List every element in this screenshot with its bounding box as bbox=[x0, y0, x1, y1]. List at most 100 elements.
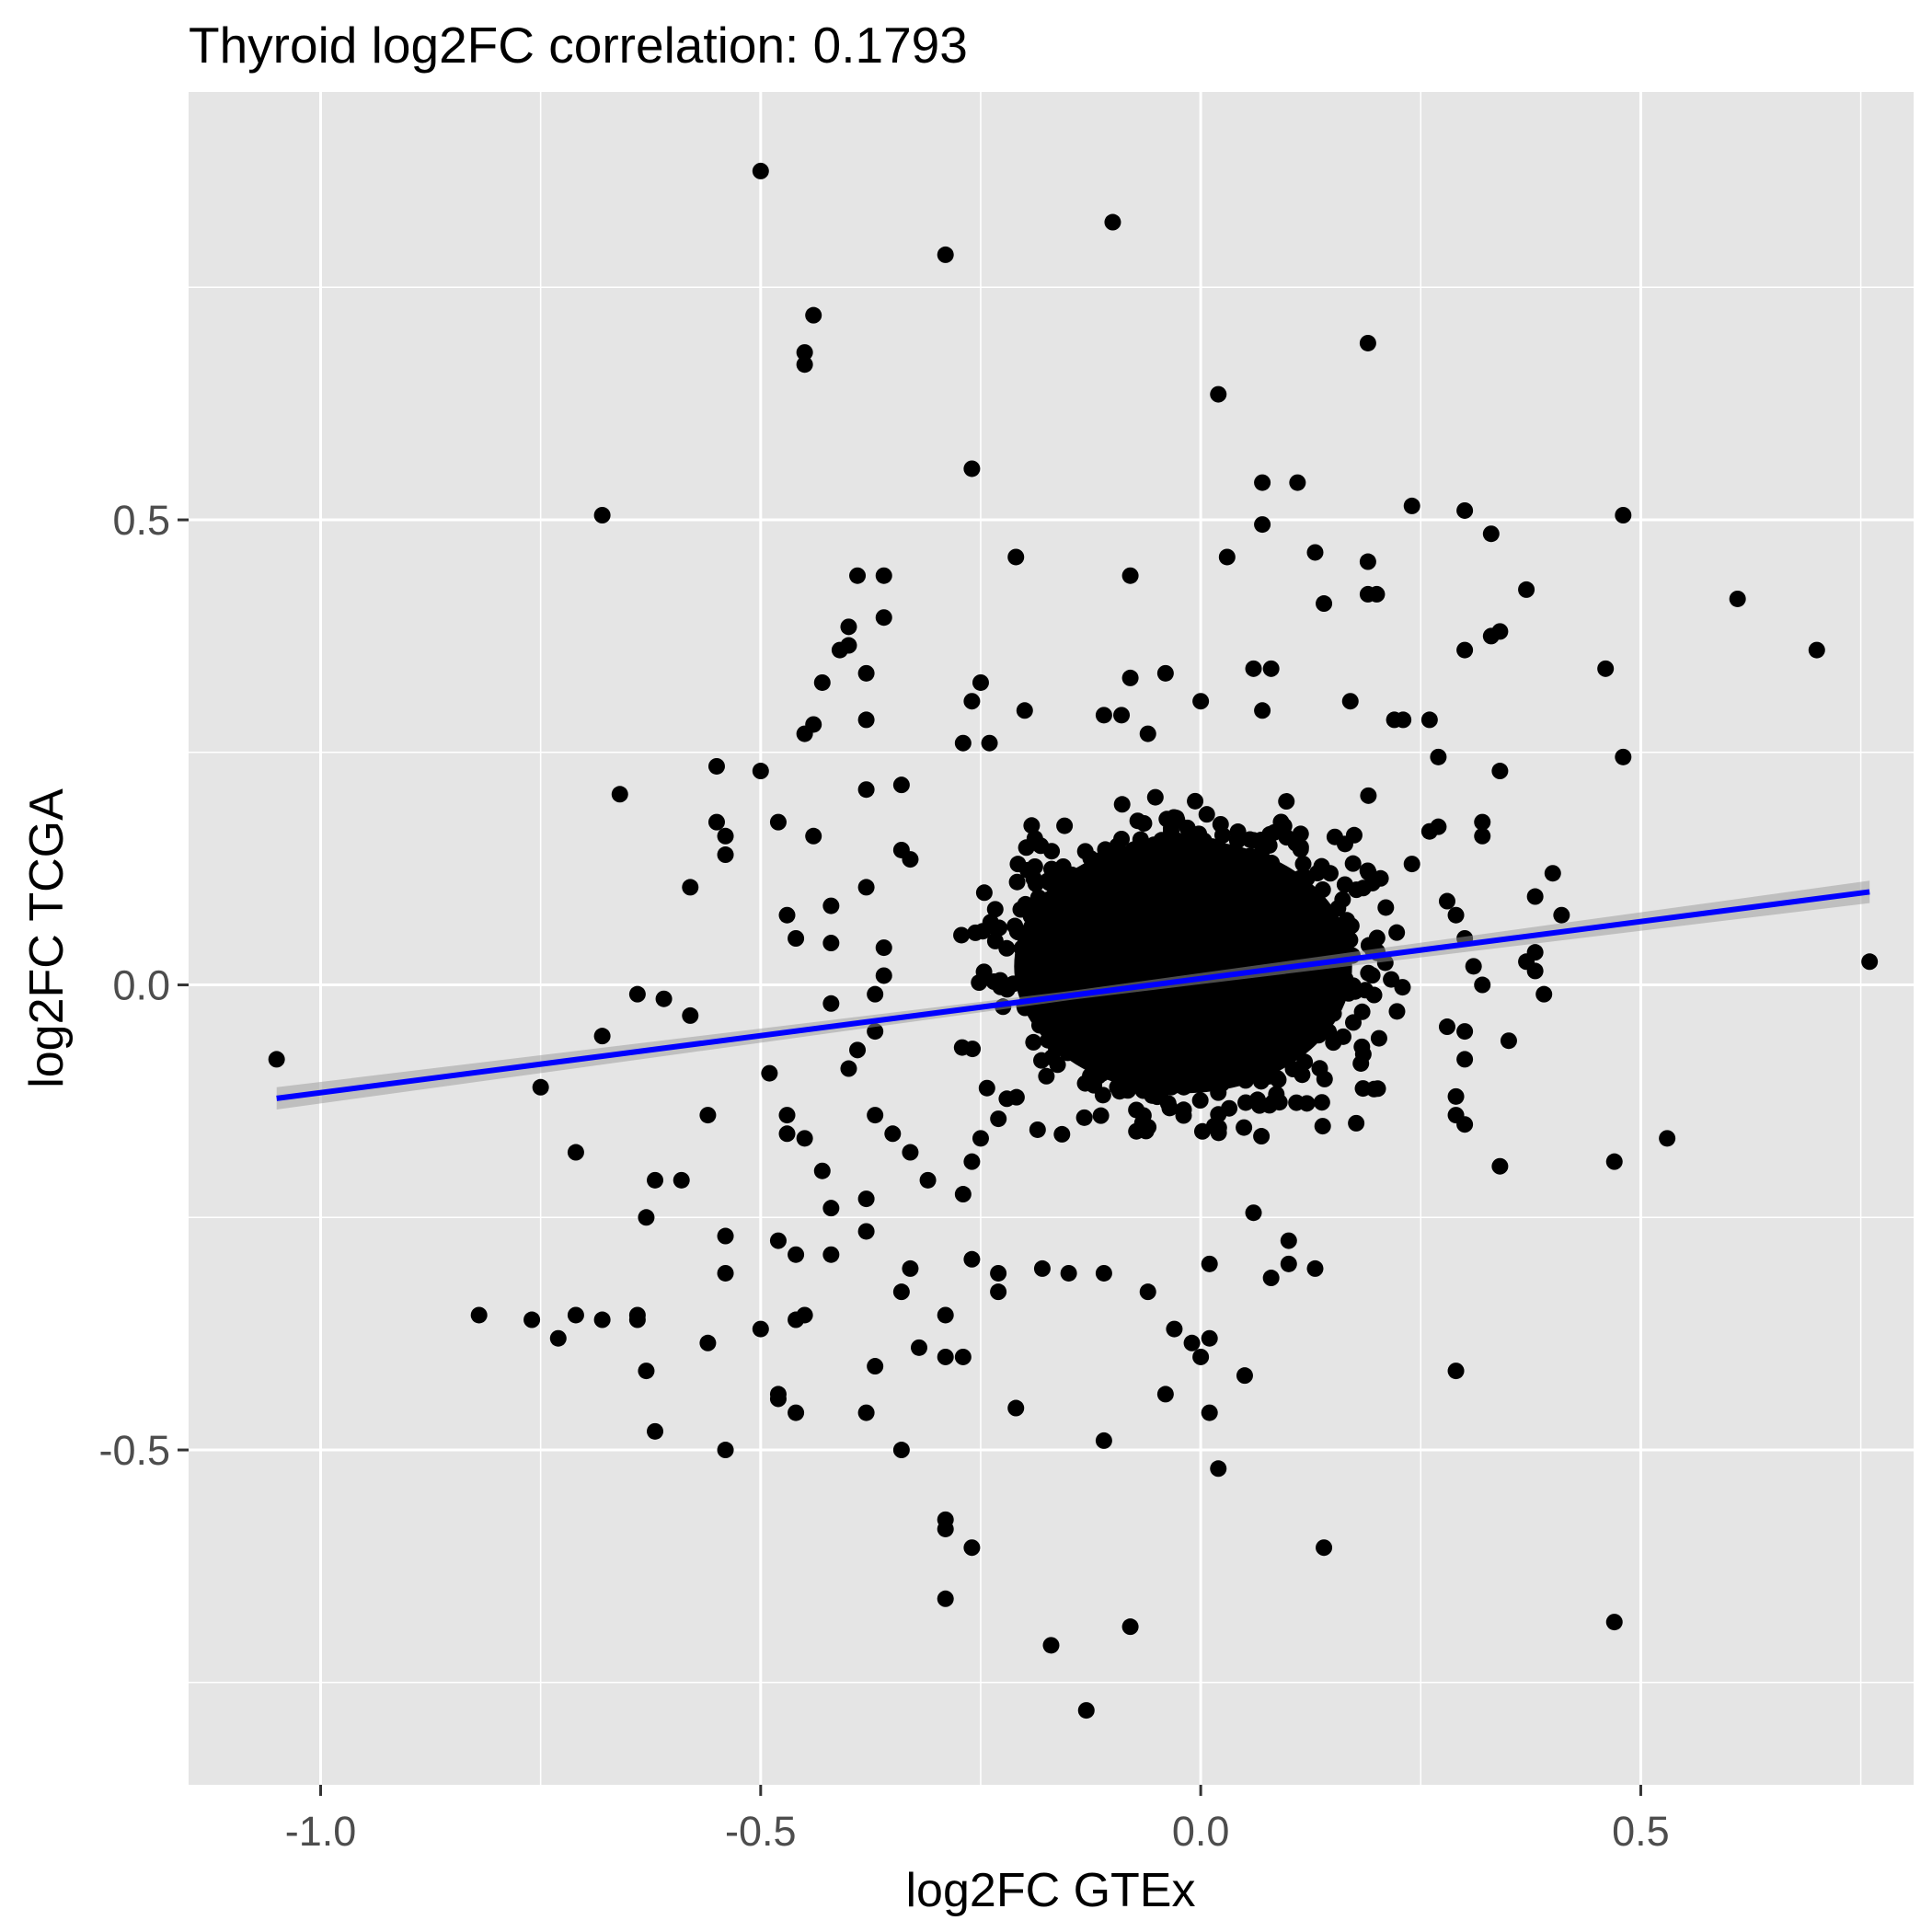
data-point bbox=[1388, 924, 1406, 941]
data-point bbox=[1039, 970, 1056, 987]
data-point bbox=[981, 734, 998, 752]
data-point bbox=[1026, 830, 1043, 847]
data-point bbox=[1615, 507, 1632, 523]
data-point bbox=[1261, 825, 1279, 843]
data-point bbox=[1244, 1041, 1261, 1059]
data-point bbox=[1360, 787, 1377, 804]
data-point bbox=[875, 939, 892, 957]
data-point bbox=[1430, 818, 1447, 835]
data-point bbox=[1053, 1125, 1071, 1143]
data-point bbox=[1229, 823, 1247, 841]
data-point bbox=[990, 1264, 1007, 1282]
data-point bbox=[769, 1386, 787, 1403]
data-point bbox=[549, 1329, 567, 1347]
x-axis-ticks: -1.0 -0.5 0.0 0.5 bbox=[285, 1785, 1670, 1855]
data-point bbox=[638, 1363, 655, 1380]
data-point bbox=[974, 923, 992, 940]
data-point bbox=[1253, 874, 1271, 891]
data-point bbox=[954, 734, 972, 752]
data-point bbox=[1254, 474, 1271, 491]
data-point bbox=[1360, 864, 1377, 881]
data-point bbox=[647, 1171, 664, 1189]
data-point bbox=[1526, 888, 1544, 905]
data-point bbox=[1139, 725, 1156, 742]
data-point bbox=[963, 693, 981, 710]
data-point bbox=[1223, 907, 1240, 925]
data-point bbox=[1121, 669, 1139, 686]
data-point bbox=[1254, 702, 1271, 719]
data-point bbox=[1040, 872, 1057, 890]
data-point bbox=[1141, 937, 1158, 954]
data-point bbox=[1221, 1099, 1238, 1117]
data-point bbox=[1132, 831, 1149, 848]
data-point bbox=[1217, 1021, 1235, 1039]
data-point bbox=[1183, 1334, 1201, 1351]
data-point bbox=[1009, 924, 1027, 941]
data-point bbox=[1122, 844, 1140, 861]
data-point bbox=[1354, 1045, 1372, 1063]
data-point bbox=[796, 356, 813, 374]
data-point bbox=[1233, 940, 1250, 958]
data-point bbox=[1073, 960, 1090, 977]
data-point bbox=[975, 963, 993, 981]
data-point bbox=[788, 930, 805, 947]
data-point bbox=[1808, 641, 1825, 659]
data-point bbox=[1130, 1045, 1147, 1063]
data-point bbox=[1491, 763, 1509, 780]
data-point bbox=[1447, 1107, 1465, 1124]
data-point bbox=[1284, 935, 1302, 952]
data-point bbox=[1386, 711, 1403, 729]
data-point bbox=[937, 1590, 954, 1607]
data-point bbox=[1210, 1124, 1227, 1142]
data-point bbox=[1046, 1007, 1064, 1025]
data-point bbox=[1106, 1030, 1123, 1048]
data-point bbox=[1201, 1404, 1218, 1421]
data-point bbox=[1280, 973, 1297, 991]
data-point bbox=[1344, 855, 1362, 872]
data-point bbox=[1236, 1367, 1253, 1385]
data-point bbox=[1191, 1092, 1209, 1110]
data-point bbox=[1597, 660, 1615, 677]
data-point bbox=[1058, 919, 1075, 937]
data-point bbox=[752, 1320, 769, 1338]
data-point bbox=[1465, 958, 1482, 975]
data-point bbox=[992, 978, 1009, 995]
data-point bbox=[1200, 983, 1217, 1001]
data-point bbox=[1403, 497, 1420, 514]
data-point bbox=[628, 985, 646, 1003]
data-point bbox=[1042, 1637, 1060, 1654]
x-tick-label: 0.0 bbox=[1172, 1808, 1230, 1855]
data-point bbox=[1394, 979, 1411, 996]
data-point bbox=[1292, 825, 1309, 843]
data-point bbox=[796, 1306, 813, 1324]
data-point bbox=[1247, 920, 1264, 937]
data-point bbox=[954, 1348, 972, 1365]
data-point bbox=[902, 1259, 919, 1277]
data-point bbox=[638, 1209, 655, 1226]
data-point bbox=[1060, 1264, 1077, 1282]
data-point bbox=[796, 1130, 813, 1147]
data-point bbox=[778, 1107, 796, 1124]
data-point bbox=[1245, 1204, 1262, 1222]
data-point bbox=[1420, 711, 1438, 729]
y-tick-label: 0.0 bbox=[112, 962, 170, 1009]
data-point bbox=[1007, 548, 1025, 566]
data-point bbox=[1113, 707, 1131, 724]
data-point bbox=[699, 1107, 717, 1124]
data-point bbox=[1316, 1070, 1333, 1087]
data-point bbox=[849, 1041, 867, 1059]
data-point bbox=[1313, 1094, 1330, 1111]
data-point bbox=[1253, 1128, 1271, 1145]
data-point bbox=[523, 1311, 541, 1328]
data-point bbox=[805, 306, 822, 324]
data-point bbox=[857, 879, 875, 896]
data-point bbox=[1615, 748, 1632, 765]
data-point bbox=[857, 1223, 875, 1240]
data-point bbox=[717, 827, 734, 845]
data-point bbox=[1121, 1618, 1139, 1636]
data-point bbox=[1153, 887, 1170, 904]
data-point bbox=[1245, 660, 1262, 677]
data-point bbox=[1526, 962, 1544, 980]
data-point bbox=[1331, 972, 1349, 989]
